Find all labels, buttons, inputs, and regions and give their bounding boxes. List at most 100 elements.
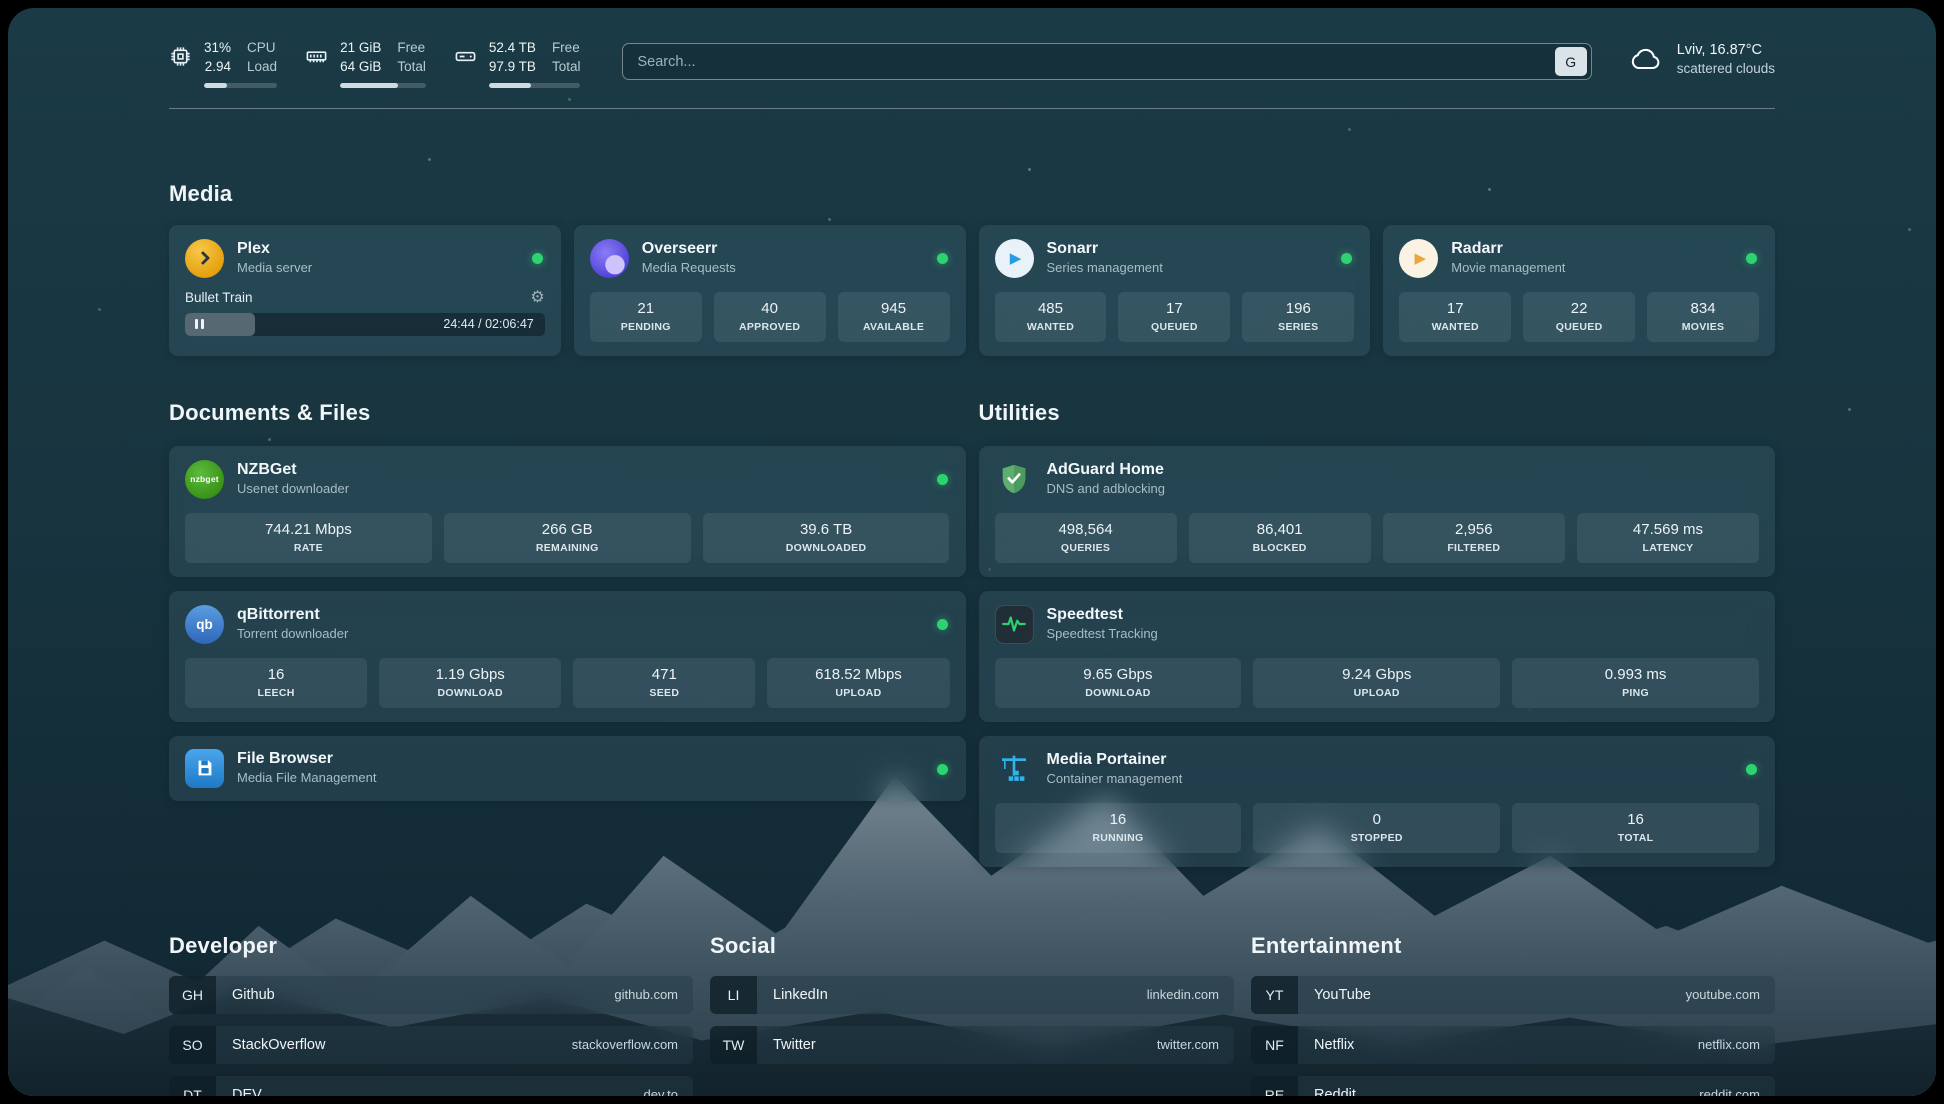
disk-usage-bar bbox=[488, 82, 581, 88]
service-card-sonarr[interactable]: ▶ Sonarr Series management 485 WANTED bbox=[978, 224, 1371, 356]
bookmark-url: netflix.com bbox=[1697, 1037, 1760, 1053]
bookmark-github[interactable]: GH Github github.com bbox=[169, 975, 693, 1014]
status-dot-online bbox=[1746, 763, 1757, 775]
bookmark-name: Twitter bbox=[773, 1036, 816, 1053]
service-card-adguard-home[interactable]: AdGuard Home DNS and adblocking 498,564 … bbox=[978, 445, 1775, 577]
service-card-nzbget[interactable]: nzbget NZBGet Usenet downloader 744.21 M… bbox=[169, 445, 966, 577]
pause-icon[interactable] bbox=[195, 319, 204, 330]
memory-total-value: 64 GiB bbox=[340, 58, 382, 74]
bookmark-netflix[interactable]: NF Netflix netflix.com bbox=[1251, 1025, 1775, 1064]
bookmark-name: LinkedIn bbox=[773, 986, 828, 1003]
disk-widget: 52.4 TB 97.9 TB Free Total bbox=[454, 40, 581, 88]
cpu-percent: 31% bbox=[204, 40, 232, 55]
status-dot-online bbox=[936, 252, 948, 264]
bookmark-name: Github bbox=[232, 986, 275, 1003]
bookmark-name: Reddit bbox=[1314, 1086, 1356, 1096]
service-card-radarr[interactable]: ▶ Radarr Movie management 17 WANTED bbox=[1383, 224, 1775, 356]
service-card-overseerr[interactable]: Overseerr Media Requests 21 PENDING 40 A… bbox=[573, 224, 966, 356]
topbar: 31% 2.94 CPU Load bbox=[169, 8, 1775, 88]
now-playing-widget: Bullet Train ⚙ 24:44 / 02:06:47 bbox=[185, 288, 545, 336]
section-bookmarks: Developer GH Github github.com SO StackO… bbox=[169, 933, 1775, 1096]
disk-total-value: 97.9 TB bbox=[488, 58, 536, 74]
status-dot-online bbox=[936, 618, 948, 630]
cpu-widget: 31% 2.94 CPU Load bbox=[169, 40, 278, 88]
bookmark-name: DEV bbox=[232, 1086, 262, 1096]
bookmark-url: reddit.com bbox=[1699, 1087, 1760, 1096]
sonarr-icon: ▶ bbox=[994, 238, 1034, 278]
bookmark-abbr: GH bbox=[169, 975, 216, 1014]
speedtest-icon bbox=[994, 604, 1034, 644]
stat-queries: 498,564 QUERIES bbox=[994, 512, 1177, 563]
service-subtitle: Media server bbox=[237, 260, 313, 276]
settings-gear-icon[interactable]: ⚙ bbox=[530, 288, 545, 306]
status-dot-online bbox=[1746, 252, 1757, 264]
now-playing-title: Bullet Train bbox=[185, 290, 253, 306]
bookmark-group-developer: Developer GH Github github.com SO StackO… bbox=[169, 933, 693, 1096]
stat-ping: 0.993 ms PING bbox=[1512, 657, 1759, 708]
memory-usage-bar bbox=[340, 82, 426, 88]
disk-icon bbox=[454, 45, 477, 68]
bookmark-group-social: Social LI LinkedIn linkedin.com TW Twitt… bbox=[710, 933, 1234, 1096]
service-card-qbittorrent[interactable]: qb qBittorrent Torrent downloader 16 LEE… bbox=[169, 590, 966, 722]
disk-free-label: Free bbox=[551, 40, 580, 55]
service-subtitle: Media Requests bbox=[641, 260, 736, 276]
service-card-plex[interactable]: Plex Media server Bullet Train ⚙ bbox=[169, 224, 561, 356]
stat-leech: 16 LEECH bbox=[185, 657, 368, 708]
memory-total-label: Total bbox=[397, 58, 426, 74]
service-card-filebrowser[interactable]: File Browser Media File Management bbox=[169, 735, 966, 801]
search-input[interactable] bbox=[623, 44, 1555, 79]
utilities-heading: Utilities bbox=[978, 399, 1060, 425]
bookmark-abbr: LI bbox=[710, 975, 757, 1014]
stat-wanted: 17 WANTED bbox=[1399, 291, 1512, 342]
portainer-crane-icon bbox=[995, 750, 1034, 789]
status-dot-online bbox=[936, 763, 948, 775]
bookmark-name: YouTube bbox=[1314, 986, 1371, 1003]
stat-queued: 22 QUEUED bbox=[1523, 291, 1636, 342]
cloud-icon bbox=[1628, 44, 1664, 74]
service-title: NZBGet bbox=[237, 461, 297, 479]
memory-widget: 21 GiB 64 GiB Free Total bbox=[305, 40, 426, 88]
section-media: Media Plex Media server Bullet Train bbox=[169, 181, 1775, 356]
bookmark-twitter[interactable]: TW Twitter twitter.com bbox=[710, 1025, 1234, 1064]
service-card-speedtest[interactable]: Speedtest Speedtest Tracking 9.65 Gbps D… bbox=[978, 590, 1775, 722]
search-bar[interactable]: G bbox=[622, 43, 1592, 80]
memory-icon bbox=[305, 45, 328, 68]
nzbget-icon: nzbget bbox=[185, 459, 224, 499]
service-subtitle: DNS and adblocking bbox=[1046, 481, 1166, 497]
stat-available: 945 AVAILABLE bbox=[837, 291, 950, 342]
service-card-portainer[interactable]: Media Portainer Container management 16 … bbox=[978, 735, 1775, 867]
search-provider-button[interactable]: G bbox=[1554, 47, 1587, 76]
stat-upload: 9.24 Gbps UPLOAD bbox=[1253, 657, 1501, 708]
bookmark-abbr: TW bbox=[710, 1025, 757, 1064]
bookmark-youtube[interactable]: YT YouTube youtube.com bbox=[1251, 975, 1775, 1014]
entertainment-heading: Entertainment bbox=[1251, 932, 1402, 958]
stat-filtered: 2,956 FILTERED bbox=[1382, 512, 1565, 563]
playback-progress-bar[interactable]: 24:44 / 02:06:47 bbox=[185, 312, 545, 336]
dashboard-window: 31% 2.94 CPU Load bbox=[8, 8, 1936, 1096]
service-subtitle: Container management bbox=[1046, 771, 1183, 787]
plex-icon bbox=[185, 238, 224, 278]
stat-rate: 744.21 Mbps RATE bbox=[185, 512, 432, 563]
service-subtitle: Movie management bbox=[1451, 260, 1566, 276]
bookmark-dev[interactable]: DT DEV dev.to bbox=[169, 1075, 693, 1096]
bookmark-reddit[interactable]: RE Reddit reddit.com bbox=[1251, 1075, 1775, 1096]
filebrowser-icon bbox=[185, 748, 224, 788]
bookmark-stackoverflow[interactable]: SO StackOverflow stackoverflow.com bbox=[169, 1025, 693, 1064]
service-title: File Browser bbox=[237, 750, 334, 768]
service-title: Media Portainer bbox=[1046, 751, 1167, 769]
service-title: Radarr bbox=[1451, 240, 1503, 258]
qbittorrent-icon: qb bbox=[185, 604, 224, 644]
weather-location: Lviv, 16.87°C bbox=[1676, 42, 1763, 58]
bookmark-url: twitter.com bbox=[1156, 1037, 1219, 1053]
stat-blocked: 86,401 BLOCKED bbox=[1188, 512, 1371, 563]
bookmark-abbr: DT bbox=[169, 1075, 216, 1096]
bookmark-linkedin[interactable]: LI LinkedIn linkedin.com bbox=[710, 975, 1234, 1014]
stat-seed: 471 SEED bbox=[573, 657, 756, 708]
stat-downloaded: 39.6 TB DOWNLOADED bbox=[702, 512, 950, 563]
service-subtitle: Speedtest Tracking bbox=[1046, 626, 1158, 642]
status-dot-online bbox=[531, 252, 543, 264]
bookmark-url: stackoverflow.com bbox=[571, 1037, 678, 1053]
bookmark-abbr: YT bbox=[1251, 975, 1298, 1014]
adguard-shield-icon bbox=[995, 460, 1034, 499]
stat-queued: 17 QUEUED bbox=[1118, 291, 1231, 342]
